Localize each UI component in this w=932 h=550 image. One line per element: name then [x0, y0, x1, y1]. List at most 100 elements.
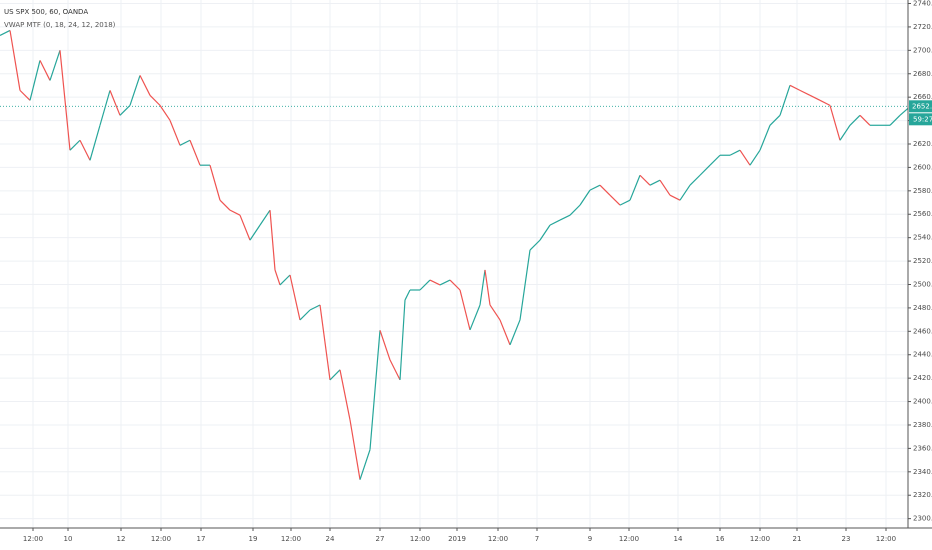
price-segment [239, 214, 251, 241]
price-segment [569, 204, 581, 216]
x-tick-label: 9 [588, 535, 592, 543]
price-segment [404, 289, 411, 301]
x-tick-label: 12:00 [876, 535, 896, 543]
price-segment [29, 60, 41, 101]
price-segment [679, 184, 691, 201]
x-tick-label: 7 [535, 535, 539, 543]
price-segment [59, 50, 71, 151]
indicator-label: VWAP MTF (0, 18, 24, 12, 2018) [4, 21, 116, 29]
grid [0, 0, 908, 528]
price-segment [0, 29, 11, 37]
price-segment [759, 125, 771, 151]
y-tick-label: 2300.0 [913, 515, 932, 523]
y-tick-label: 2460.0 [913, 327, 932, 335]
x-tick-label: 12:00 [151, 535, 171, 543]
price-segment [499, 319, 511, 346]
price-segment [739, 149, 751, 166]
price-segment [889, 114, 901, 126]
price-segment [819, 99, 831, 106]
price-segment [579, 189, 591, 206]
y-tick-label: 2680.0 [913, 70, 932, 78]
price-segment [829, 105, 841, 141]
y-tick-label: 2700.0 [913, 46, 932, 54]
x-tick-label: 21 [793, 535, 802, 543]
price-segment [799, 89, 811, 96]
chart-title: US SPX 500, 60, OANDA [4, 8, 88, 16]
y-tick-label: 2340.0 [913, 468, 932, 476]
countdown-label: 59:27 [913, 115, 932, 123]
price-segment [269, 210, 276, 271]
price-segment [859, 114, 871, 126]
price-segment [229, 209, 241, 216]
price-segment [419, 279, 431, 291]
price-segment [249, 224, 261, 241]
price-segment [149, 94, 161, 106]
price-segment [649, 179, 661, 186]
price-segment [159, 105, 171, 121]
price-segment [809, 94, 821, 101]
y-tick-label: 2560.0 [913, 210, 932, 218]
y-tick-label: 2660.0 [913, 93, 932, 101]
x-tick-label: 12:00 [488, 535, 508, 543]
y-tick-label: 2600.0 [913, 163, 932, 171]
y-tick-label: 2420.0 [913, 374, 932, 382]
price-segment [109, 90, 121, 116]
price-segment [69, 139, 81, 151]
price-segment [659, 179, 671, 196]
price-segment [709, 154, 721, 166]
price-segment [549, 219, 561, 226]
price-segment [539, 224, 551, 241]
y-tick-label: 2320.0 [913, 491, 932, 499]
price-segment [329, 369, 341, 381]
price-segment [699, 164, 711, 176]
x-tick-label: 10 [64, 535, 73, 543]
price-segment [449, 279, 461, 291]
price-segment [169, 120, 181, 146]
y-tick-label: 2360.0 [913, 444, 932, 452]
price-segment [559, 214, 571, 221]
x-tick-label: 12:00 [23, 535, 43, 543]
last-price-label: 2652.2 [912, 102, 932, 110]
y-tick-label: 2720.0 [913, 23, 932, 31]
x-tick-label: 12:00 [750, 535, 770, 543]
countdown-tag [909, 113, 932, 126]
price-segment [849, 114, 861, 126]
y-tick-label: 2400.0 [913, 398, 932, 406]
price-segment [629, 175, 641, 201]
y-tick-label: 2440.0 [913, 351, 932, 359]
price-segment [519, 249, 531, 321]
price-segment [209, 165, 221, 201]
y-tick-label: 2380.0 [913, 421, 932, 429]
price-segment [359, 449, 371, 480]
price-segment [729, 149, 741, 156]
price-segment [189, 140, 201, 166]
price-segment [779, 85, 791, 116]
price-segment [489, 304, 501, 321]
price-segment [319, 304, 331, 380]
price-segment [469, 304, 481, 331]
price-segment [309, 304, 321, 311]
price-segment [259, 209, 271, 226]
x-tick-label: 2019 [448, 535, 466, 543]
price-segment [529, 239, 541, 251]
y-tick-label: 2620.0 [913, 140, 932, 148]
y-tick-label: 2580.0 [913, 187, 932, 195]
x-tick-label: 19 [249, 535, 258, 543]
price-segment [589, 184, 601, 191]
price-segment [609, 194, 621, 206]
price-segment [129, 75, 141, 106]
price-segment [599, 184, 611, 196]
x-tick-label: 23 [842, 535, 851, 543]
price-segment [19, 89, 31, 101]
price-segment [369, 330, 381, 450]
y-tick-label: 2520.0 [913, 257, 932, 265]
price-segment [399, 300, 406, 380]
price-segment [439, 279, 451, 286]
price-segment [299, 309, 311, 321]
x-tick-label: 12:00 [281, 535, 301, 543]
price-segment [9, 30, 21, 91]
price-segment [89, 125, 101, 161]
x-tick-label: 17 [197, 535, 206, 543]
